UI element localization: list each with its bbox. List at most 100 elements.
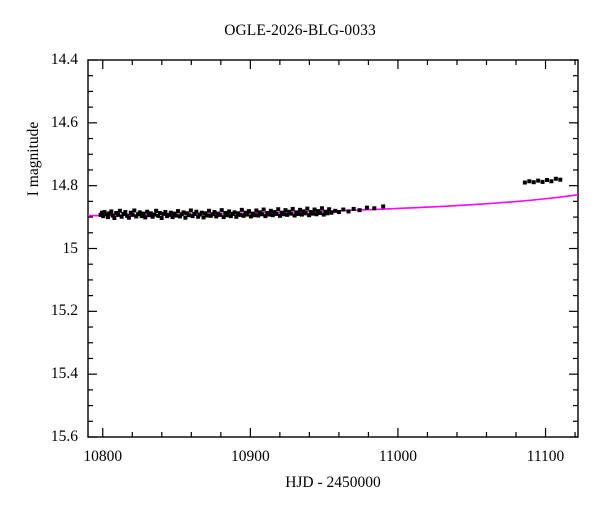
data-point (531, 180, 536, 185)
data-point (527, 179, 532, 184)
data-point (210, 212, 215, 217)
data-point (252, 213, 257, 218)
x-tick-label: 11000 (378, 448, 418, 465)
data-point (549, 179, 554, 184)
data-point (522, 180, 527, 185)
data-point (145, 209, 150, 214)
y-tick-label: 15.6 (50, 428, 78, 445)
data-point (214, 214, 219, 219)
x-tick-label: 10900 (230, 448, 270, 465)
data-point (540, 179, 545, 184)
data-point (314, 212, 319, 217)
data-point (183, 215, 188, 220)
data-point (186, 213, 191, 218)
data-point (299, 212, 304, 217)
data-point (319, 206, 324, 211)
data-point (110, 213, 115, 218)
data-point (163, 210, 168, 215)
data-point (168, 210, 173, 215)
data-point (98, 212, 103, 217)
data-point (217, 212, 222, 217)
data-point (196, 214, 201, 219)
data-point (194, 209, 199, 214)
data-point (558, 177, 563, 182)
data-point (285, 212, 290, 217)
data-point (267, 212, 272, 217)
data-point (225, 213, 230, 218)
data-point (312, 207, 317, 212)
data-point (192, 211, 197, 216)
data-series (98, 176, 563, 221)
data-point (201, 215, 206, 220)
data-point (150, 214, 155, 219)
x-tick-label: 11100 (526, 448, 565, 465)
data-point (177, 214, 182, 219)
data-point (305, 206, 310, 211)
data-point (132, 208, 137, 213)
data-point (154, 208, 159, 213)
data-point (261, 207, 266, 212)
chart-title: OGLE-2026-BLG-0033 (224, 22, 376, 39)
data-point (381, 204, 386, 209)
data-point (159, 216, 164, 221)
y-tick-label: 15.2 (50, 302, 78, 320)
data-point (341, 207, 346, 212)
x-tick-label: 10800 (83, 448, 123, 465)
data-point (553, 176, 558, 181)
data-point (241, 213, 246, 218)
y-tick-label: 15 (62, 239, 79, 257)
data-point (270, 213, 275, 218)
data-point (333, 208, 338, 213)
data-point (117, 208, 122, 213)
data-point (228, 214, 233, 219)
plot-frame (87, 59, 579, 438)
data-point (310, 211, 315, 216)
data-point (283, 208, 288, 213)
data-point (545, 178, 550, 183)
data-point (203, 211, 208, 216)
data-point (351, 206, 356, 211)
data-point (274, 211, 279, 216)
data-layer (88, 176, 578, 221)
data-point (188, 208, 193, 213)
data-point (99, 210, 104, 215)
data-point (219, 208, 224, 213)
data-point (292, 213, 297, 218)
data-point (259, 212, 264, 217)
data-point (170, 215, 175, 220)
data-point (105, 215, 110, 220)
data-point (128, 210, 133, 215)
y-tick-label: 14.4 (50, 51, 78, 68)
data-point (174, 213, 179, 218)
data-point (205, 213, 210, 218)
data-point (109, 209, 114, 214)
data-point (239, 207, 244, 212)
data-point (346, 209, 351, 214)
data-point (327, 207, 332, 212)
data-point (321, 212, 326, 217)
data-point (116, 212, 121, 217)
data-point (329, 210, 334, 215)
data-point (152, 212, 157, 217)
data-point (372, 206, 377, 211)
data-point (318, 211, 323, 215)
data-point (181, 210, 186, 215)
data-point (190, 214, 195, 219)
data-point (247, 209, 252, 214)
data-point (134, 214, 139, 219)
data-point (248, 214, 253, 219)
data-point (288, 211, 293, 216)
data-point (276, 207, 281, 212)
data-point (223, 211, 228, 215)
data-point (123, 210, 128, 215)
data-point (298, 207, 303, 212)
y-tick-label: 14.6 (50, 113, 78, 131)
data-point (238, 212, 243, 217)
data-point (156, 213, 161, 218)
y-tick-label: 14.8 (50, 176, 78, 194)
data-point (254, 208, 259, 213)
data-point (212, 210, 217, 215)
data-point (364, 205, 369, 210)
data-point (290, 206, 295, 211)
data-point (536, 178, 541, 183)
